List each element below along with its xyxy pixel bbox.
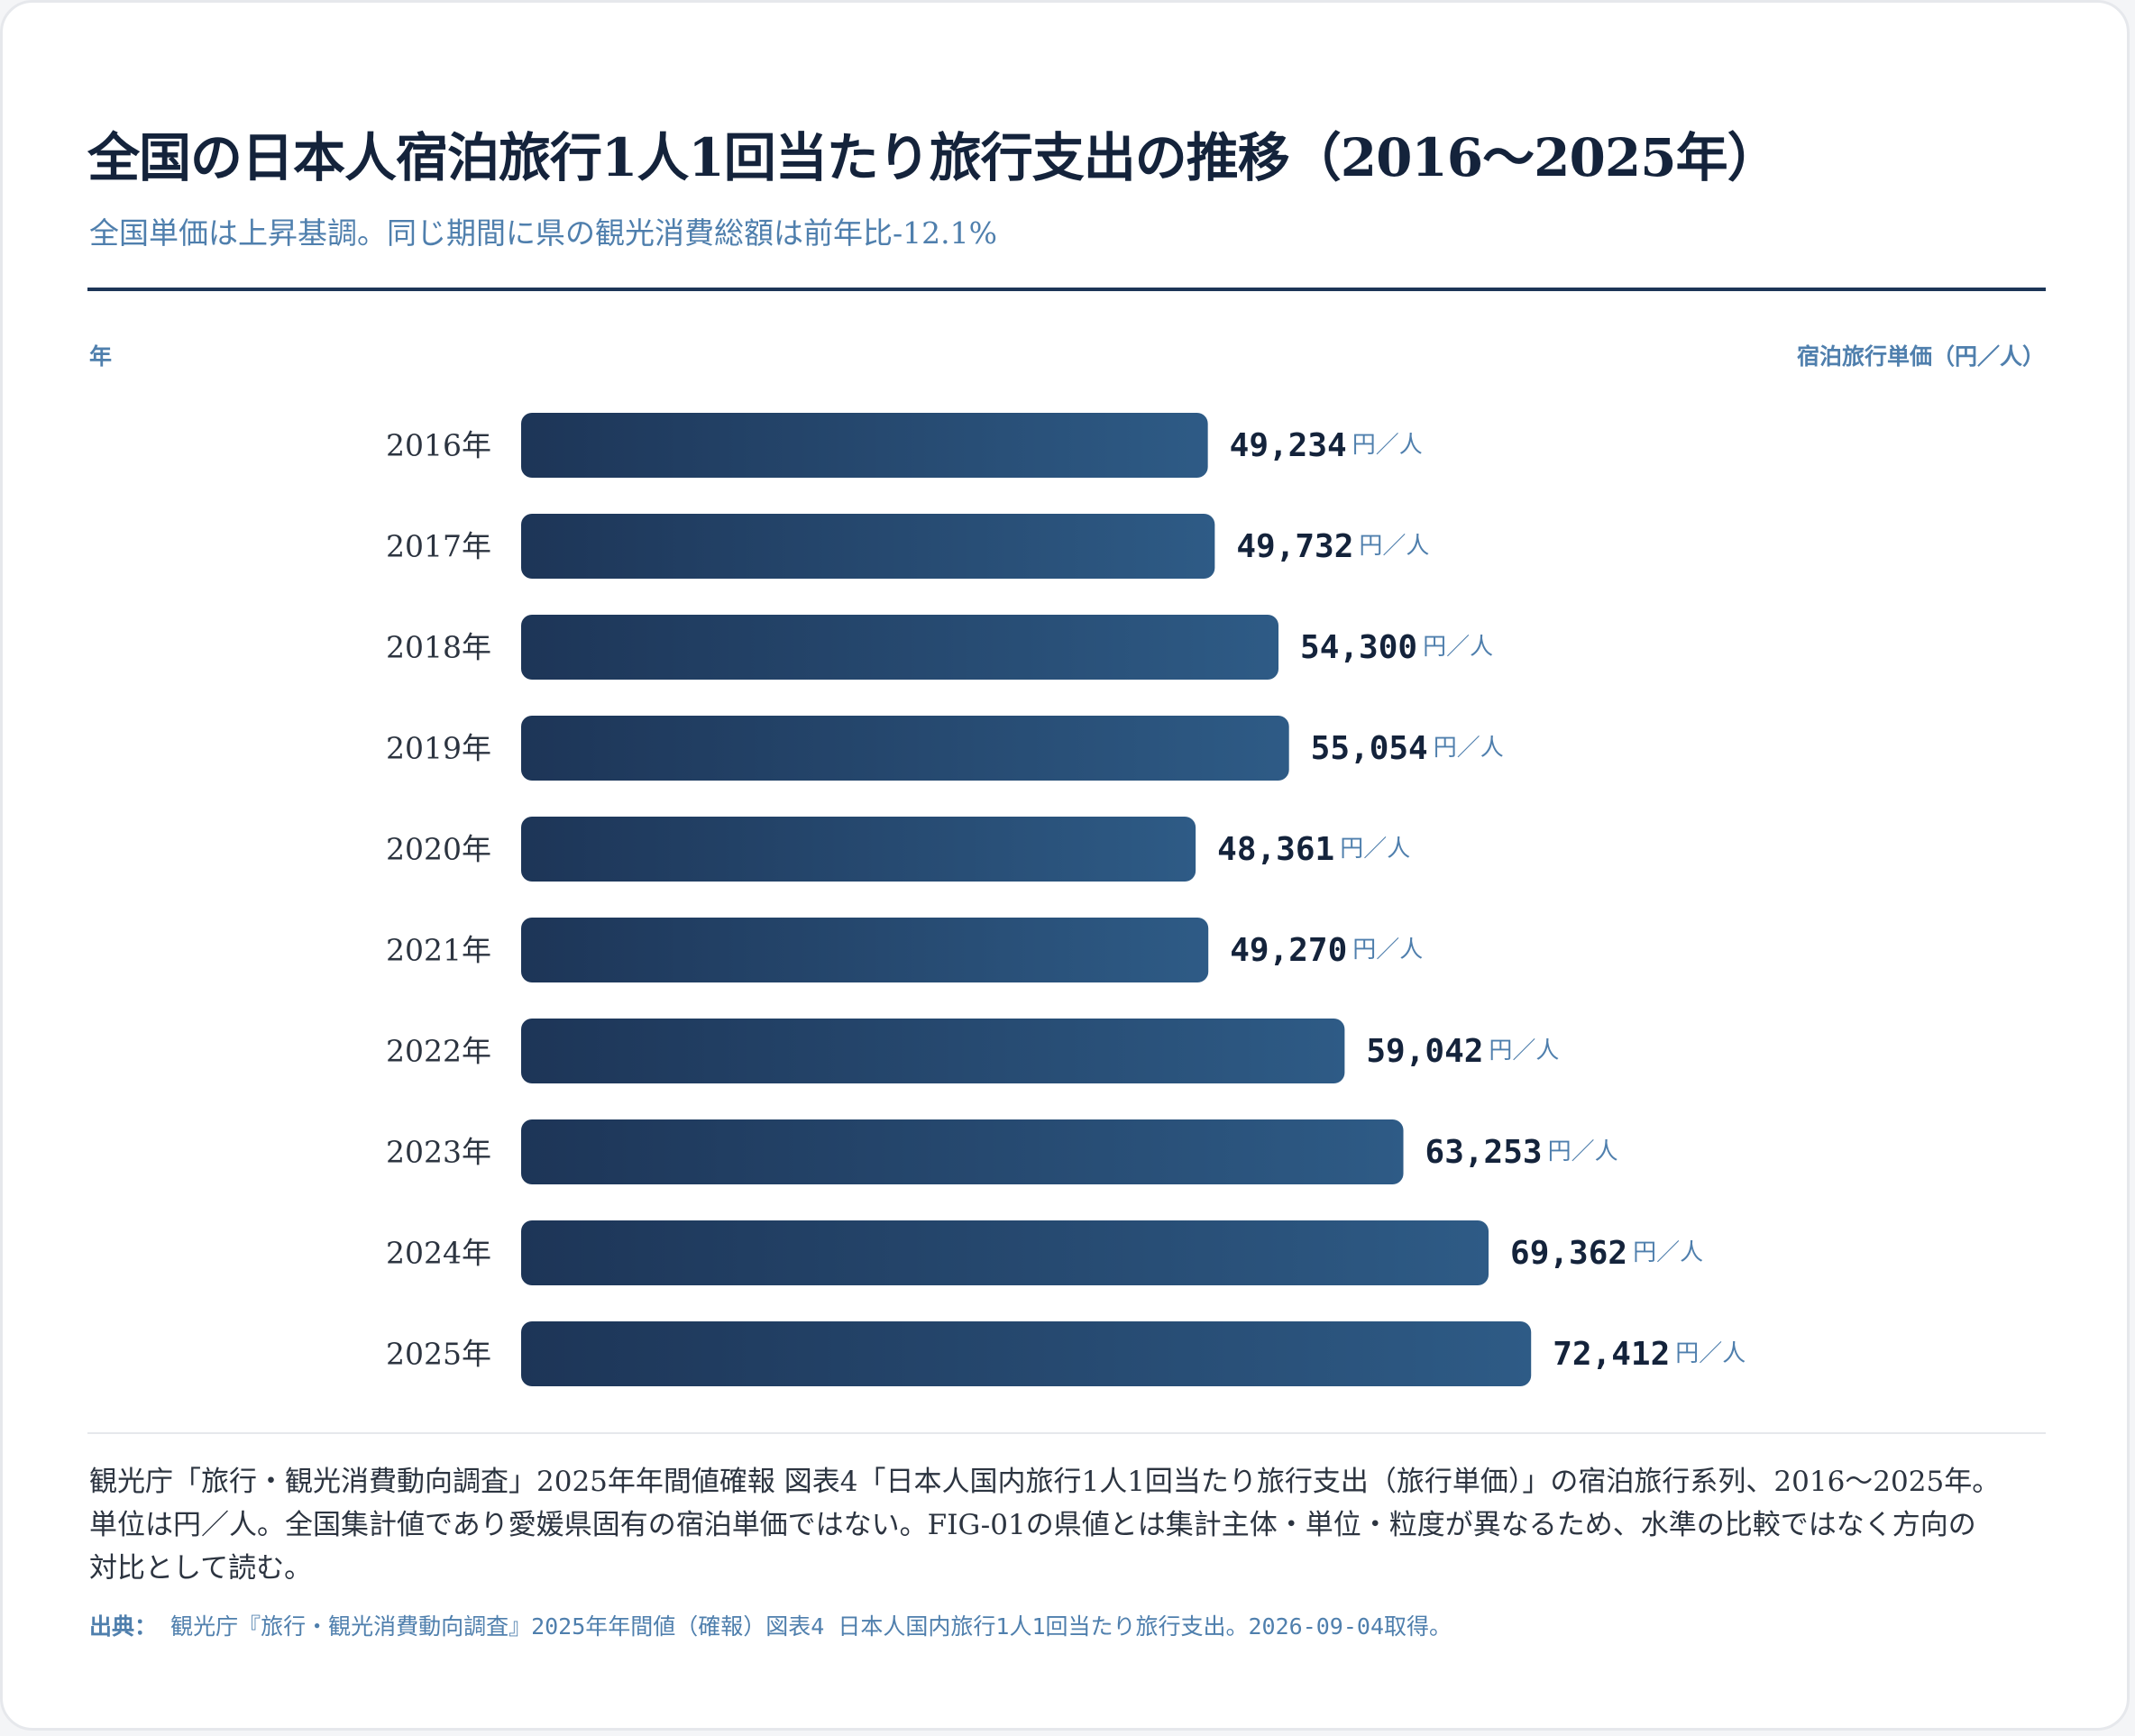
category-label: 2018年 [386,630,491,665]
data-label-unit: 円／人 [1548,1138,1618,1165]
data-label: 72,412 円／人 [1553,1336,1746,1373]
bar [521,615,1279,680]
data-label-unit: 円／人 [1633,1239,1703,1266]
source-citation: 出典： 観光庁『旅行・観光消費動向調査』2025年年間値（確報）図表4 日本人国… [89,1609,1452,1641]
source-text: 観光庁『旅行・観光消費動向調査』2025年年間値（確報）図表4 日本人国内旅行1… [170,1613,1452,1640]
data-label-unit: 円／人 [1434,735,1504,762]
bar [521,817,1196,882]
data-label-value: 63,253 [1425,1134,1543,1171]
category-label: 2016年 [386,428,491,463]
category-label: 2025年 [386,1337,491,1372]
source-label: 出典： [89,1613,158,1640]
data-label-value: 48,361 [1217,831,1334,868]
data-label-unit: 円／人 [1340,836,1410,863]
x-axis-label: 宿泊旅行単価（円／人） [1796,343,2045,370]
data-label-value: 69,362 [1510,1235,1627,1272]
data-label-unit: 円／人 [1423,634,1493,661]
data-label-value: 49,234 [1230,427,1347,464]
data-label: 48,361 円／人 [1217,831,1410,868]
y-axis-label: 年 [89,343,113,370]
category-label: 2020年 [386,832,491,867]
category-label: 2019年 [386,731,491,766]
footnote-line: 対比として読む。 [89,1552,313,1585]
data-label-value: 72,412 [1553,1336,1670,1373]
bar [521,918,1209,982]
bar [521,514,1215,579]
data-label: 49,270 円／人 [1230,932,1423,969]
data-label-value: 55,054 [1311,730,1428,767]
category-label: 2017年 [386,529,491,564]
footer-divider [87,1432,2046,1434]
footnote: 観光庁「旅行・観光消費動向調査」2025年年間値確報 図表4「日本人国内旅行1人… [89,1460,2055,1590]
title-divider [87,288,2046,291]
data-label-value: 54,300 [1300,629,1417,666]
bar [521,1220,1489,1285]
data-label: 49,234 円／人 [1230,427,1423,464]
data-label: 59,042 円／人 [1366,1033,1559,1070]
category-label: 2022年 [386,1034,491,1069]
footnote-line: 単位は円／人。全国集計値であり愛媛県固有の宿泊単価ではない。FIG-01の県値と… [89,1509,1976,1541]
data-label-unit: 円／人 [1352,432,1423,459]
bar [521,1019,1345,1083]
bar [521,1321,1532,1386]
data-label: 54,300 円／人 [1300,629,1493,666]
data-label: 49,732 円／人 [1236,528,1429,565]
data-label-unit: 円／人 [1489,1037,1559,1064]
data-label: 55,054 円／人 [1311,730,1504,767]
footnote-line: 観光庁「旅行・観光消費動向調査」2025年年間値確報 図表4「日本人国内旅行1人… [89,1466,2001,1498]
chart-subtitle: 全国単価は上昇基調。同じ期間に県の観光消費総額は前年比-12.1% [89,215,997,251]
data-label-value: 49,732 [1236,528,1353,565]
bar [521,1119,1404,1184]
data-label-unit: 円／人 [1675,1340,1746,1367]
data-label: 69,362 円／人 [1510,1235,1703,1272]
data-label-value: 49,270 [1230,932,1347,969]
data-label-unit: 円／人 [1352,937,1423,964]
category-label: 2023年 [386,1135,491,1170]
data-label-unit: 円／人 [1359,533,1429,560]
bar [521,413,1208,478]
data-label-value: 59,042 [1366,1033,1483,1070]
category-label: 2021年 [386,933,491,968]
chart-title: 全国の日本人宿泊旅行1人1回当たり旅行支出の推移（2016〜2025年） [87,127,1780,188]
bar [521,716,1289,781]
data-label: 63,253 円／人 [1425,1134,1618,1171]
category-label: 2024年 [386,1236,491,1271]
